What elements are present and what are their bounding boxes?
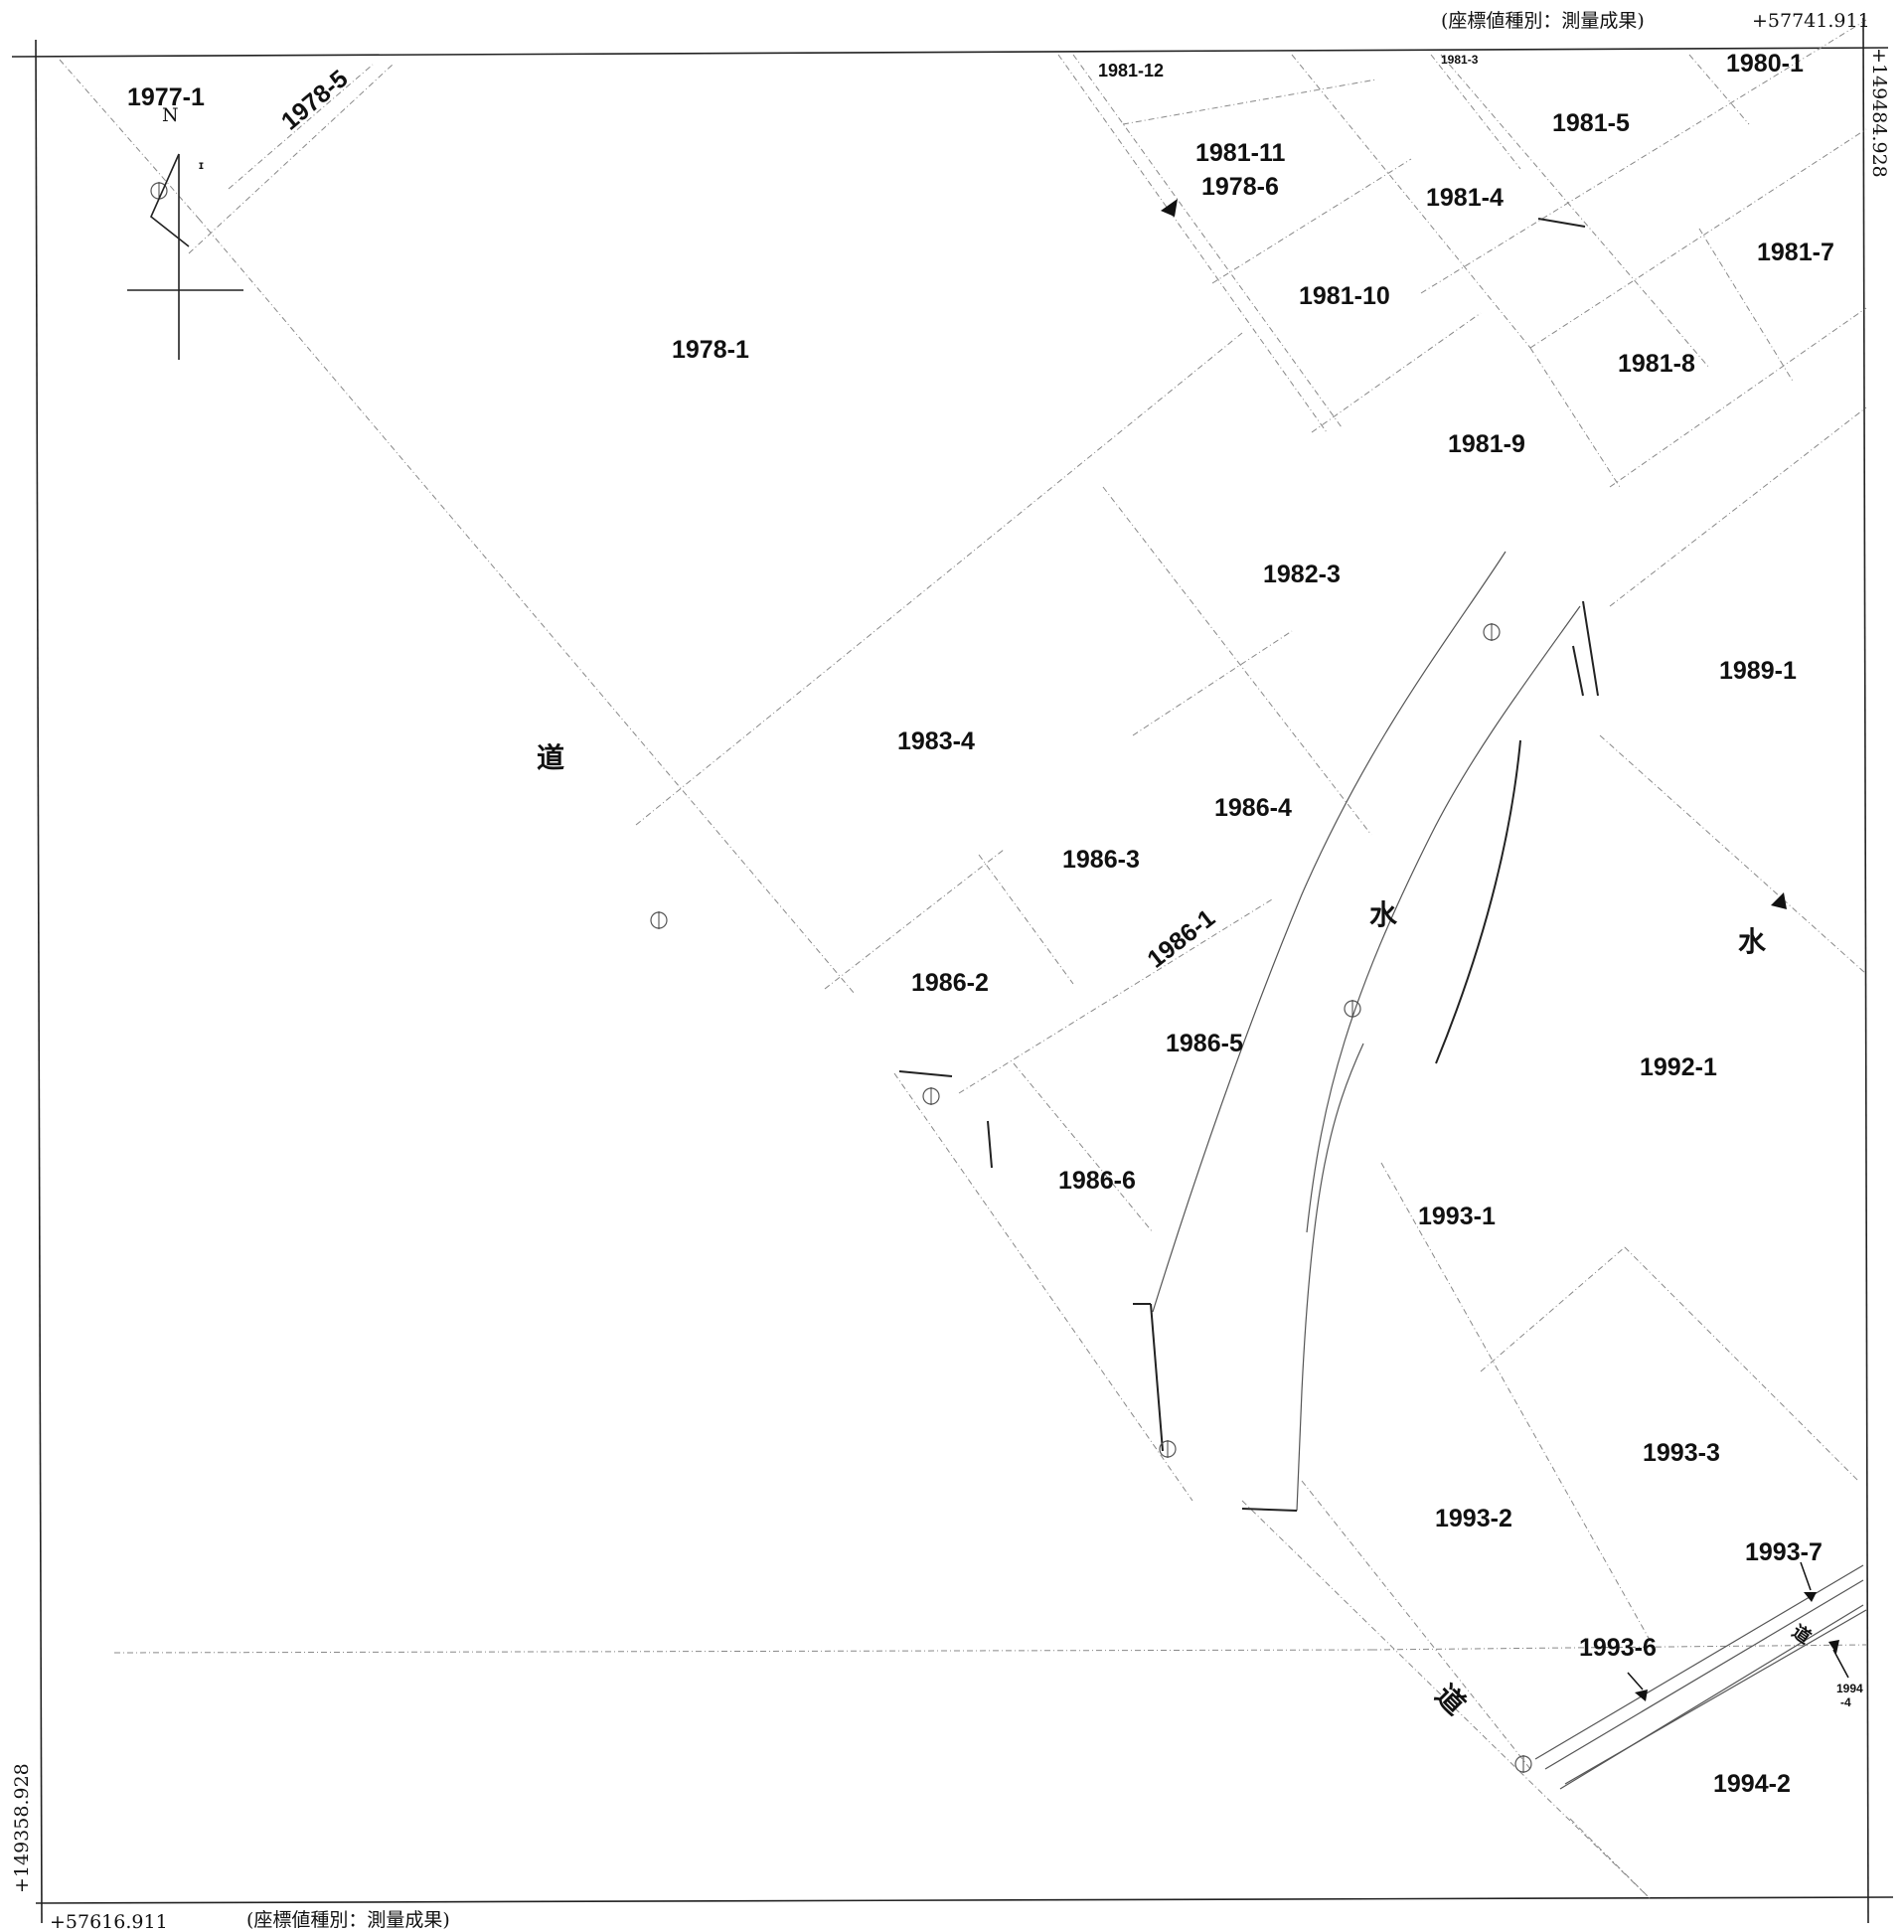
parcel-label: 1994-2 (1713, 1770, 1791, 1798)
parcel-label: 1986-4 (1214, 794, 1292, 822)
parcel-label: 1978-1 (672, 336, 749, 364)
water-label: 水 (1738, 925, 1767, 958)
road-label: 道 (537, 741, 564, 774)
north-label: N (162, 104, 179, 126)
parcel-label: 1981-7 (1757, 239, 1834, 266)
boundary-markers (150, 182, 1532, 1773)
parcel-label: 1992-1 (1640, 1053, 1717, 1081)
pointer-arrows (1161, 199, 1849, 1701)
parcel-label: 1981-10 (1299, 282, 1390, 310)
parcel-label: 1981-11 (1195, 139, 1285, 167)
arrow-icon (1828, 1640, 1839, 1654)
water-label: 水 (1369, 898, 1398, 931)
parcel-label: 1978-5 (276, 65, 354, 136)
arrow-icon (1635, 1690, 1648, 1701)
parcel-label: 1986-5 (1166, 1030, 1243, 1057)
parcel-label: 1993-1 (1418, 1203, 1496, 1230)
parcel-label: 1993-6 (1579, 1634, 1657, 1662)
y-coordinate-left: +149358.928 (11, 1763, 33, 1893)
arrow-icon (1161, 199, 1178, 217)
road-label: 道 (1789, 1620, 1816, 1648)
parcel-label: 1993-7 (1745, 1538, 1823, 1566)
parcel-label: 1981-4 (1426, 184, 1504, 212)
parcel-labels: 1977-1 1978-5 1978-1 1978-6 1980-1 1981-… (127, 50, 1863, 1798)
parcel-label: 1983-4 (897, 727, 975, 755)
parcel-label: 1981-12 (1098, 61, 1164, 80)
boundary-marker-icon (1483, 623, 1501, 641)
boundary-marker-icon (1514, 1755, 1532, 1773)
parcel-label: 1986-6 (1058, 1167, 1136, 1195)
coord-type-bottom: (座標値種別：測量成果) (246, 1909, 450, 1931)
x-coordinate-top-right: +57741.911 (1752, 10, 1870, 32)
parcel-label: 1981-9 (1448, 430, 1525, 458)
x-coordinate-bottom-left: +57616.911 (50, 1911, 168, 1932)
arrow-icon (1804, 1592, 1817, 1602)
y-coordinate-right: +149484.928 (1868, 48, 1890, 178)
road-edges (1534, 1564, 1867, 1790)
parcel-label: 1982-3 (1263, 561, 1341, 588)
parcel-label: 1986-3 (1062, 846, 1140, 874)
boundary-marker-icon (922, 1087, 940, 1105)
road-label: 道 (1429, 1679, 1472, 1721)
boundary-marker-icon (1344, 1000, 1361, 1018)
boundary-marker-icon (1159, 1440, 1177, 1458)
feature-labels: 道 道 道 水 水 (537, 741, 1815, 1721)
parcel-label: -4 (1840, 1695, 1851, 1709)
boundary-marker-icon (650, 911, 668, 929)
parcel-label: 1981-5 (1552, 109, 1630, 137)
north-arrow-icon: ɪ (127, 153, 243, 360)
svg-text:ɪ: ɪ (199, 158, 204, 172)
parcel-label: 1993-3 (1643, 1439, 1720, 1467)
parcel-label: 1981-3 (1441, 53, 1479, 67)
water-channel (898, 218, 1599, 1512)
map-frame (11, 17, 1894, 1924)
parcel-boundaries (59, 19, 1867, 1899)
parcel-label: 1980-1 (1726, 50, 1804, 78)
parcel-label: 1994 (1836, 1682, 1863, 1695)
parcel-label: 1978-6 (1201, 173, 1279, 201)
parcel-label: 1986-2 (911, 969, 989, 997)
coord-type-top: (座標値種別：測量成果) (1441, 10, 1645, 32)
arrow-icon (1771, 892, 1787, 909)
parcel-label: 1989-1 (1719, 657, 1797, 685)
parcel-label: 1993-2 (1435, 1505, 1512, 1532)
parcel-label: 1981-8 (1618, 350, 1695, 378)
parcel-label: 1977-1 (127, 83, 205, 111)
